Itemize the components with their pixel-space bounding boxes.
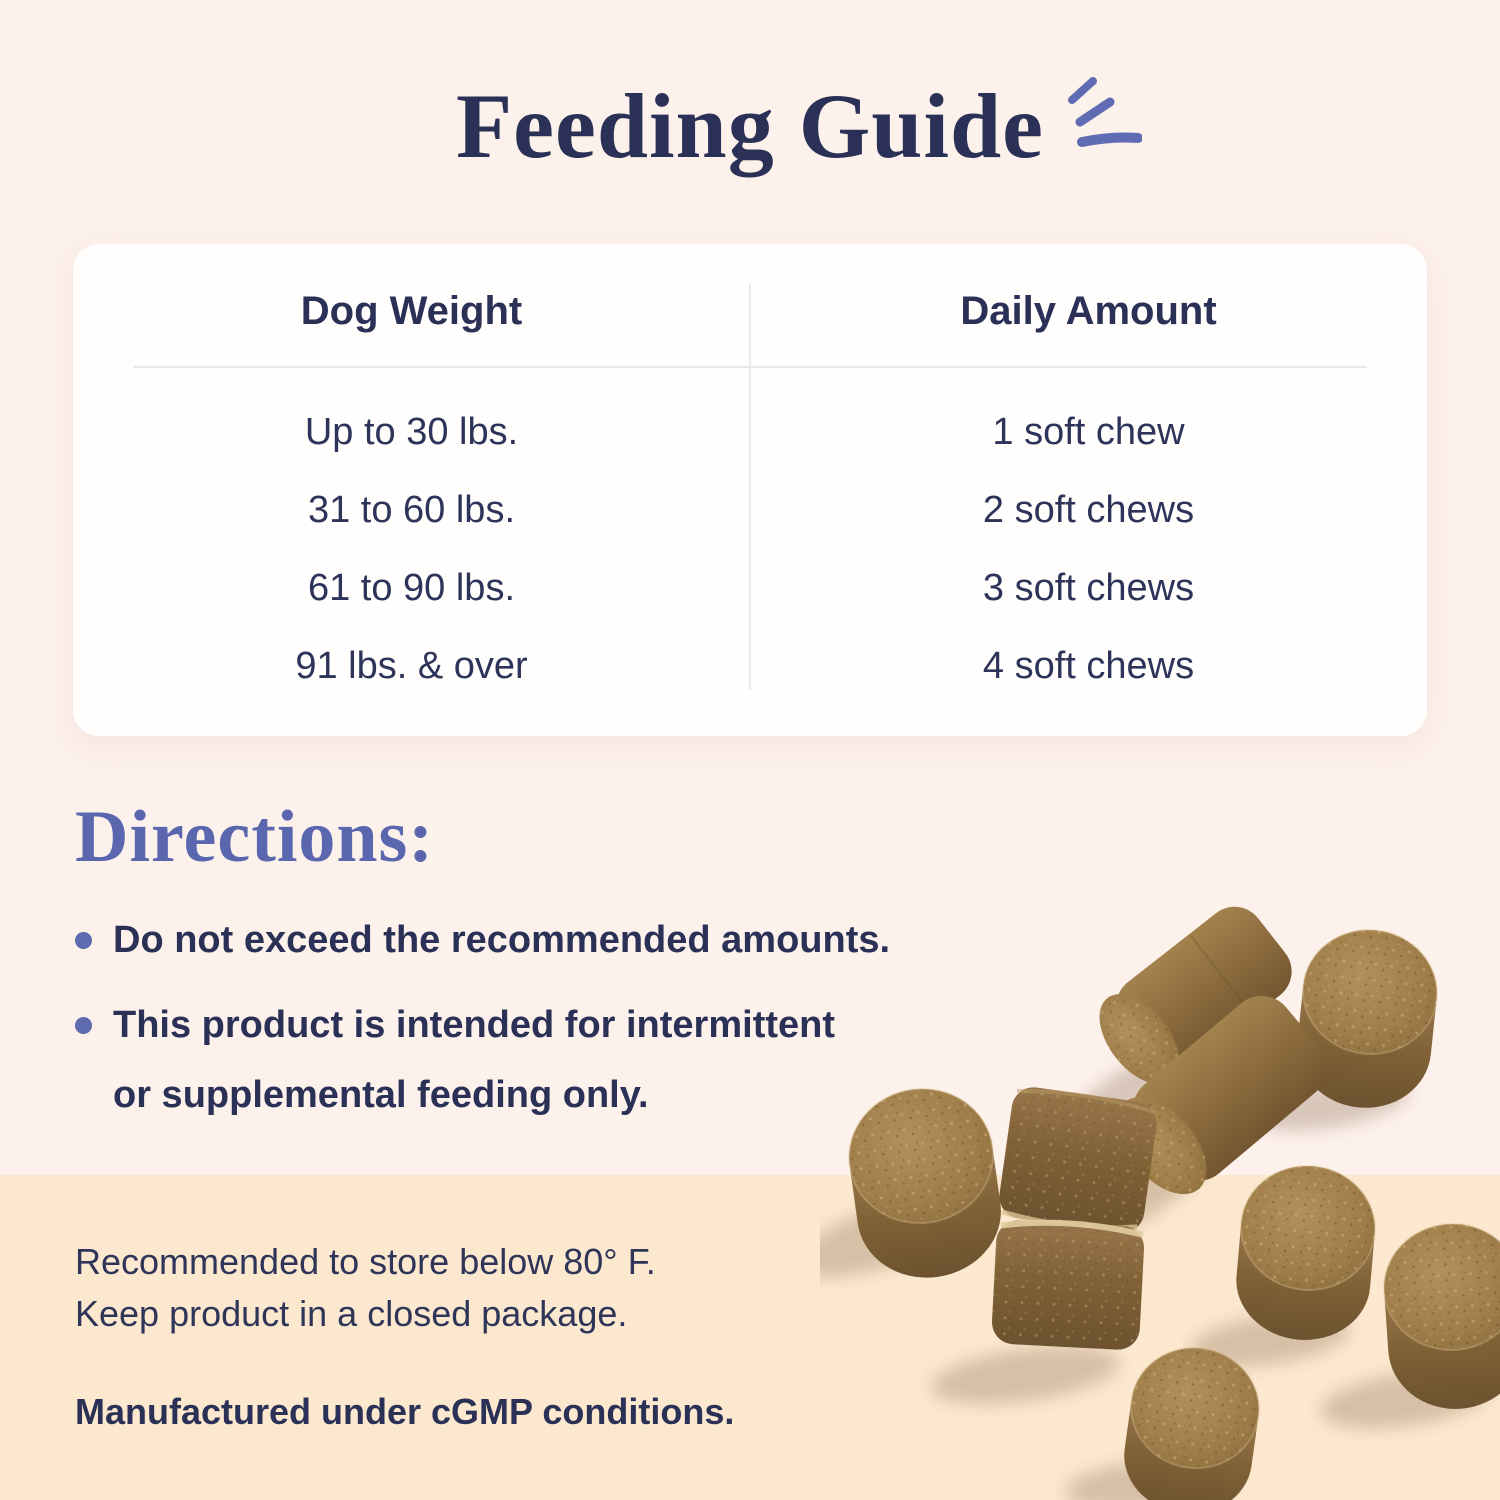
table-row: 61 to 90 lbs. 3 soft chews (73, 565, 1427, 611)
soft-chew (1383, 1222, 1500, 1409)
table-header-row: Dog Weight Daily Amount (73, 288, 1427, 334)
feeding-guide-card: Dog Weight Daily Amount Up to 30 lbs. 1 … (73, 244, 1427, 736)
header-divider (133, 366, 1367, 368)
page-title-text: Feeding Guide (455, 75, 1045, 177)
table-row: 31 to 60 lbs. 2 soft chews (73, 487, 1427, 533)
bullet-dot-icon (75, 932, 92, 949)
soft-chew (1099, 906, 1292, 1085)
dog-weight-value: 31 to 60 lbs. (307, 489, 516, 531)
soft-chew-half (999, 1087, 1157, 1233)
direction-line: or supplemental feeding only. (113, 1074, 649, 1116)
column-divider (749, 284, 751, 690)
storage-line-2: Keep product in a closed package. (75, 1293, 628, 1334)
emphasis-flourish-icon (1068, 77, 1143, 147)
column-header-dog-weight: Dog Weight (300, 289, 523, 333)
dog-weight-value: 91 lbs. & over (295, 645, 528, 687)
title-row: Feeding Guide (0, 75, 1500, 177)
daily-amount-value: 4 soft chews (982, 645, 1195, 687)
soft-chew (1236, 1164, 1376, 1340)
daily-amount-value: 1 soft chew (992, 411, 1185, 453)
direction-bullet: This product is intended for intermitten… (75, 990, 835, 1130)
soft-chew (848, 1087, 1001, 1278)
direction-bullet: Do not exceed the recommended amounts. (75, 905, 890, 975)
daily-amount-value: 2 soft chews (982, 489, 1195, 531)
direction-line: Do not exceed the recommended amounts. (113, 919, 891, 961)
soft-chew-half (991, 1219, 1145, 1350)
direction-text: This product is intended for intermitten… (113, 990, 835, 1130)
direction-line: This product is intended for intermitten… (113, 1004, 835, 1046)
soft-chews-photo (820, 906, 1500, 1500)
daily-amount-value: 3 soft chews (982, 567, 1195, 609)
direction-text: Do not exceed the recommended amounts. (113, 905, 890, 975)
dog-weight-value: Up to 30 lbs. (304, 411, 519, 453)
soft-chew (1124, 1346, 1260, 1500)
table-row: Up to 30 lbs. 1 soft chew (73, 409, 1427, 455)
soft-chew (1297, 928, 1438, 1108)
dog-weight-value: 61 to 90 lbs. (307, 567, 516, 609)
directions-heading: Directions: (75, 796, 434, 878)
storage-line-1: Recommended to store below 80° F. (75, 1241, 656, 1282)
manufacturing-note: Manufactured under cGMP conditions. (75, 1391, 735, 1432)
bullet-dot-icon (75, 1017, 92, 1034)
storage-note: Recommended to store below 80° F. Keep p… (75, 1236, 656, 1340)
column-header-daily-amount: Daily Amount (960, 289, 1217, 333)
page-title: Feeding Guide (455, 75, 1143, 177)
table-row: 91 lbs. & over 4 soft chews (73, 643, 1427, 689)
